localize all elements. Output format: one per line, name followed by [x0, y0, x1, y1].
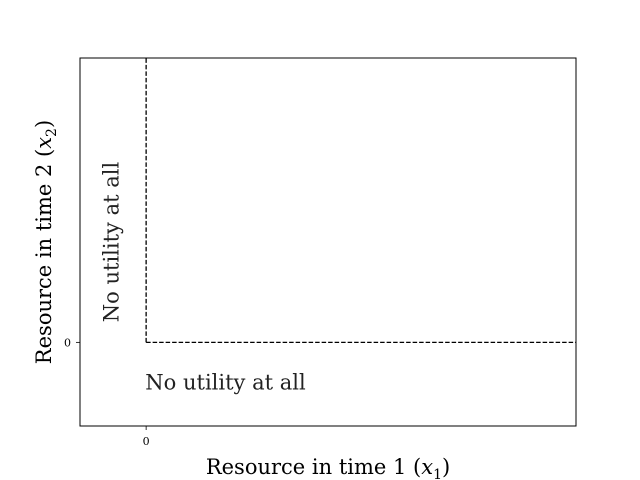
annotation-label-1: No utility at all	[100, 162, 124, 323]
annotation-label-2: No utility at all	[145, 371, 306, 395]
x-axis-title: Resource in time 1 (x1)	[206, 455, 450, 480]
axes-frame	[79, 57, 577, 427]
x-tick-label: 0	[143, 435, 150, 448]
y-axis-title: Resource in time 2 (x2)	[32, 120, 60, 364]
y-tick-label: 0	[64, 336, 71, 349]
plot-layer: 0 0 Resource in time 1 (x1) Resource in tim…	[32, 57, 577, 480]
